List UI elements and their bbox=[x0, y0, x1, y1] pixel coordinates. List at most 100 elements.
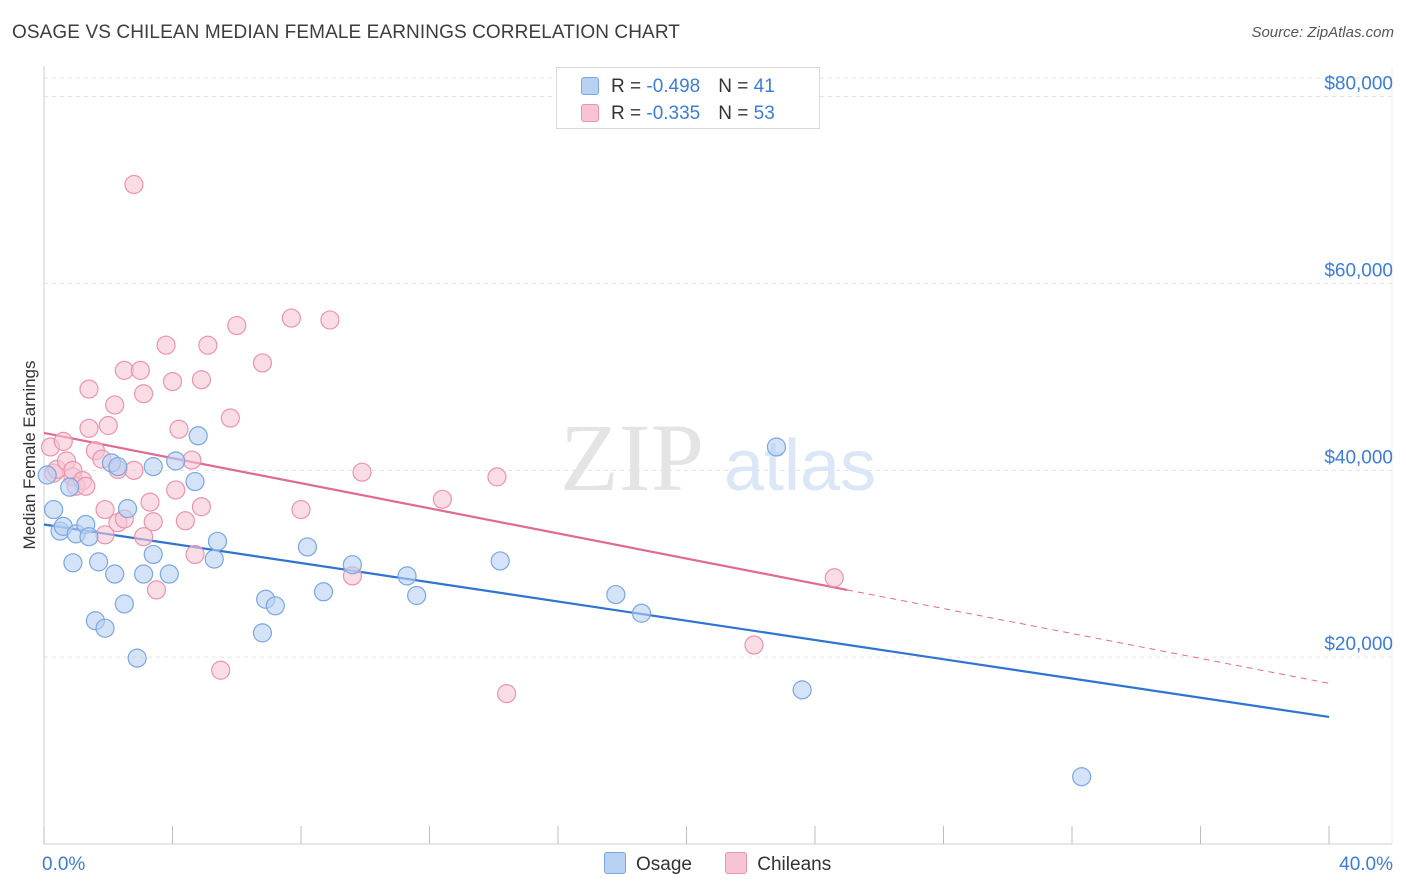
osage-point-24 bbox=[204, 549, 224, 569]
osage-point-12 bbox=[105, 564, 125, 584]
chileans-point-28 bbox=[143, 512, 163, 532]
chileans-point-32 bbox=[166, 480, 186, 500]
osage-n-value: 41 bbox=[753, 76, 775, 97]
chileans-point-14 bbox=[95, 499, 115, 520]
chileans-point-31 bbox=[162, 371, 183, 392]
chileans-point-24 bbox=[130, 360, 150, 380]
osage-legend-swatch bbox=[604, 852, 626, 874]
chileans-point-48 bbox=[352, 462, 372, 482]
osage-point-30 bbox=[313, 582, 334, 602]
osage-point-16 bbox=[127, 648, 147, 668]
chart-title: OSAGE VS CHILEAN MEDIAN FEMALE EARNINGS … bbox=[12, 22, 681, 43]
legend-item-osage[interactable]: Osage bbox=[604, 852, 692, 876]
chileans-legend-label: Chileans bbox=[757, 854, 832, 875]
osage-point-15 bbox=[117, 499, 138, 519]
chileans-point-40 bbox=[211, 660, 231, 680]
chileans-point-43 bbox=[252, 353, 273, 373]
chileans-point-37 bbox=[191, 370, 212, 390]
chileans-point-30 bbox=[156, 335, 176, 355]
osage-point-18 bbox=[143, 544, 163, 565]
osage-point-33 bbox=[407, 585, 427, 606]
chileans-point-22 bbox=[124, 460, 144, 480]
osage-point-34 bbox=[490, 551, 510, 571]
osage-point-21 bbox=[166, 451, 186, 471]
chileans-point-50 bbox=[487, 467, 507, 487]
chileans-point-33 bbox=[169, 419, 189, 439]
osage-point-10 bbox=[95, 618, 115, 638]
osage-point-22 bbox=[185, 471, 205, 492]
osage-point-14 bbox=[114, 594, 134, 614]
x-tick-label-max: 40.0% bbox=[1339, 854, 1393, 875]
osage-point-29 bbox=[297, 537, 318, 557]
chileans-trend-extension bbox=[847, 589, 1330, 684]
chileans-point-17 bbox=[105, 395, 125, 415]
watermark: ZIP atlas bbox=[560, 404, 876, 511]
chileans-point-44 bbox=[281, 308, 301, 328]
chileans-legend-swatch bbox=[725, 852, 748, 874]
osage-trend-line bbox=[43, 523, 1330, 719]
watermark-atlas: atlas bbox=[724, 426, 876, 506]
chileans-point-29 bbox=[146, 580, 167, 600]
osage-point-40 bbox=[37, 465, 57, 485]
osage-point-25 bbox=[207, 531, 228, 551]
osage-point-19 bbox=[143, 457, 163, 477]
y-tick-label-3: $80,000 bbox=[1324, 74, 1393, 95]
chileans-point-3 bbox=[53, 431, 73, 451]
chileans-point-34 bbox=[175, 511, 195, 531]
osage-point-20 bbox=[159, 564, 179, 584]
tick-labels: $20,000 $40,000 $60,000 $80,000 0.0% 40.0% bbox=[42, 74, 1393, 875]
chileans-point-45 bbox=[291, 499, 311, 520]
chileans-point-49 bbox=[432, 489, 452, 509]
y-axis-label: Median Female Earnings bbox=[20, 361, 39, 550]
chileans-point-42 bbox=[227, 315, 247, 336]
series-legend: Osage Chileans bbox=[604, 852, 859, 876]
y-tick-label-2: $60,000 bbox=[1324, 261, 1393, 282]
chileans-r-value: -0.335 bbox=[646, 103, 701, 124]
y-tick-label-1: $40,000 bbox=[1324, 447, 1393, 468]
osage-r-label: R = bbox=[611, 76, 647, 97]
chart-source: Source: ZipAtlas.com bbox=[1251, 24, 1394, 41]
chileans-point-38 bbox=[191, 497, 212, 517]
osage-point-23 bbox=[188, 426, 208, 446]
y-tick-label-0: $20,000 bbox=[1324, 634, 1393, 655]
chileans-point-46 bbox=[320, 310, 340, 330]
chileans-point-53 bbox=[824, 568, 844, 588]
chileans-point-10 bbox=[79, 418, 99, 438]
chileans-point-36 bbox=[185, 544, 205, 565]
chileans-point-23 bbox=[124, 174, 144, 195]
osage-r-value: -0.498 bbox=[646, 76, 701, 97]
legend-row-osage: R = -0.498 N = 41 bbox=[581, 76, 775, 100]
legend-item-chileans[interactable]: Chileans bbox=[725, 852, 831, 876]
x-tick-label-min: 0.0% bbox=[42, 854, 85, 875]
chileans-point-39 bbox=[198, 335, 218, 355]
grid-lines bbox=[44, 77, 1392, 658]
osage-point-39 bbox=[1072, 767, 1092, 787]
osage-legend-label: Osage bbox=[636, 854, 692, 875]
osage-point-35 bbox=[606, 584, 626, 605]
chileans-n-value: 53 bbox=[753, 103, 775, 124]
legend-row-chileans: R = -0.335 N = 53 bbox=[581, 103, 775, 127]
osage-point-32 bbox=[397, 566, 417, 586]
chileans-point-21 bbox=[114, 360, 134, 380]
osage-point-9 bbox=[89, 552, 109, 572]
axes bbox=[43, 66, 1393, 845]
chileans-point-41 bbox=[220, 408, 240, 428]
osage-point-3 bbox=[60, 477, 80, 497]
osage-point-28 bbox=[265, 596, 285, 616]
osage-swatch bbox=[581, 77, 599, 95]
chileans-n-label: N = bbox=[718, 103, 754, 124]
chileans-point-35 bbox=[182, 450, 202, 470]
chileans-point-27 bbox=[140, 492, 160, 512]
osage-point-38 bbox=[792, 680, 812, 700]
osage-point-26 bbox=[252, 623, 273, 643]
chileans-point-26 bbox=[133, 384, 154, 404]
chileans-point-16 bbox=[98, 415, 118, 436]
osage-point-7 bbox=[79, 527, 99, 547]
chileans-r-label: R = bbox=[611, 103, 647, 124]
osage-point-13 bbox=[108, 457, 128, 477]
chileans-point-9 bbox=[76, 476, 96, 496]
osage-point-36 bbox=[631, 603, 652, 623]
chileans-point-52 bbox=[744, 635, 764, 655]
data-points bbox=[37, 174, 1092, 787]
